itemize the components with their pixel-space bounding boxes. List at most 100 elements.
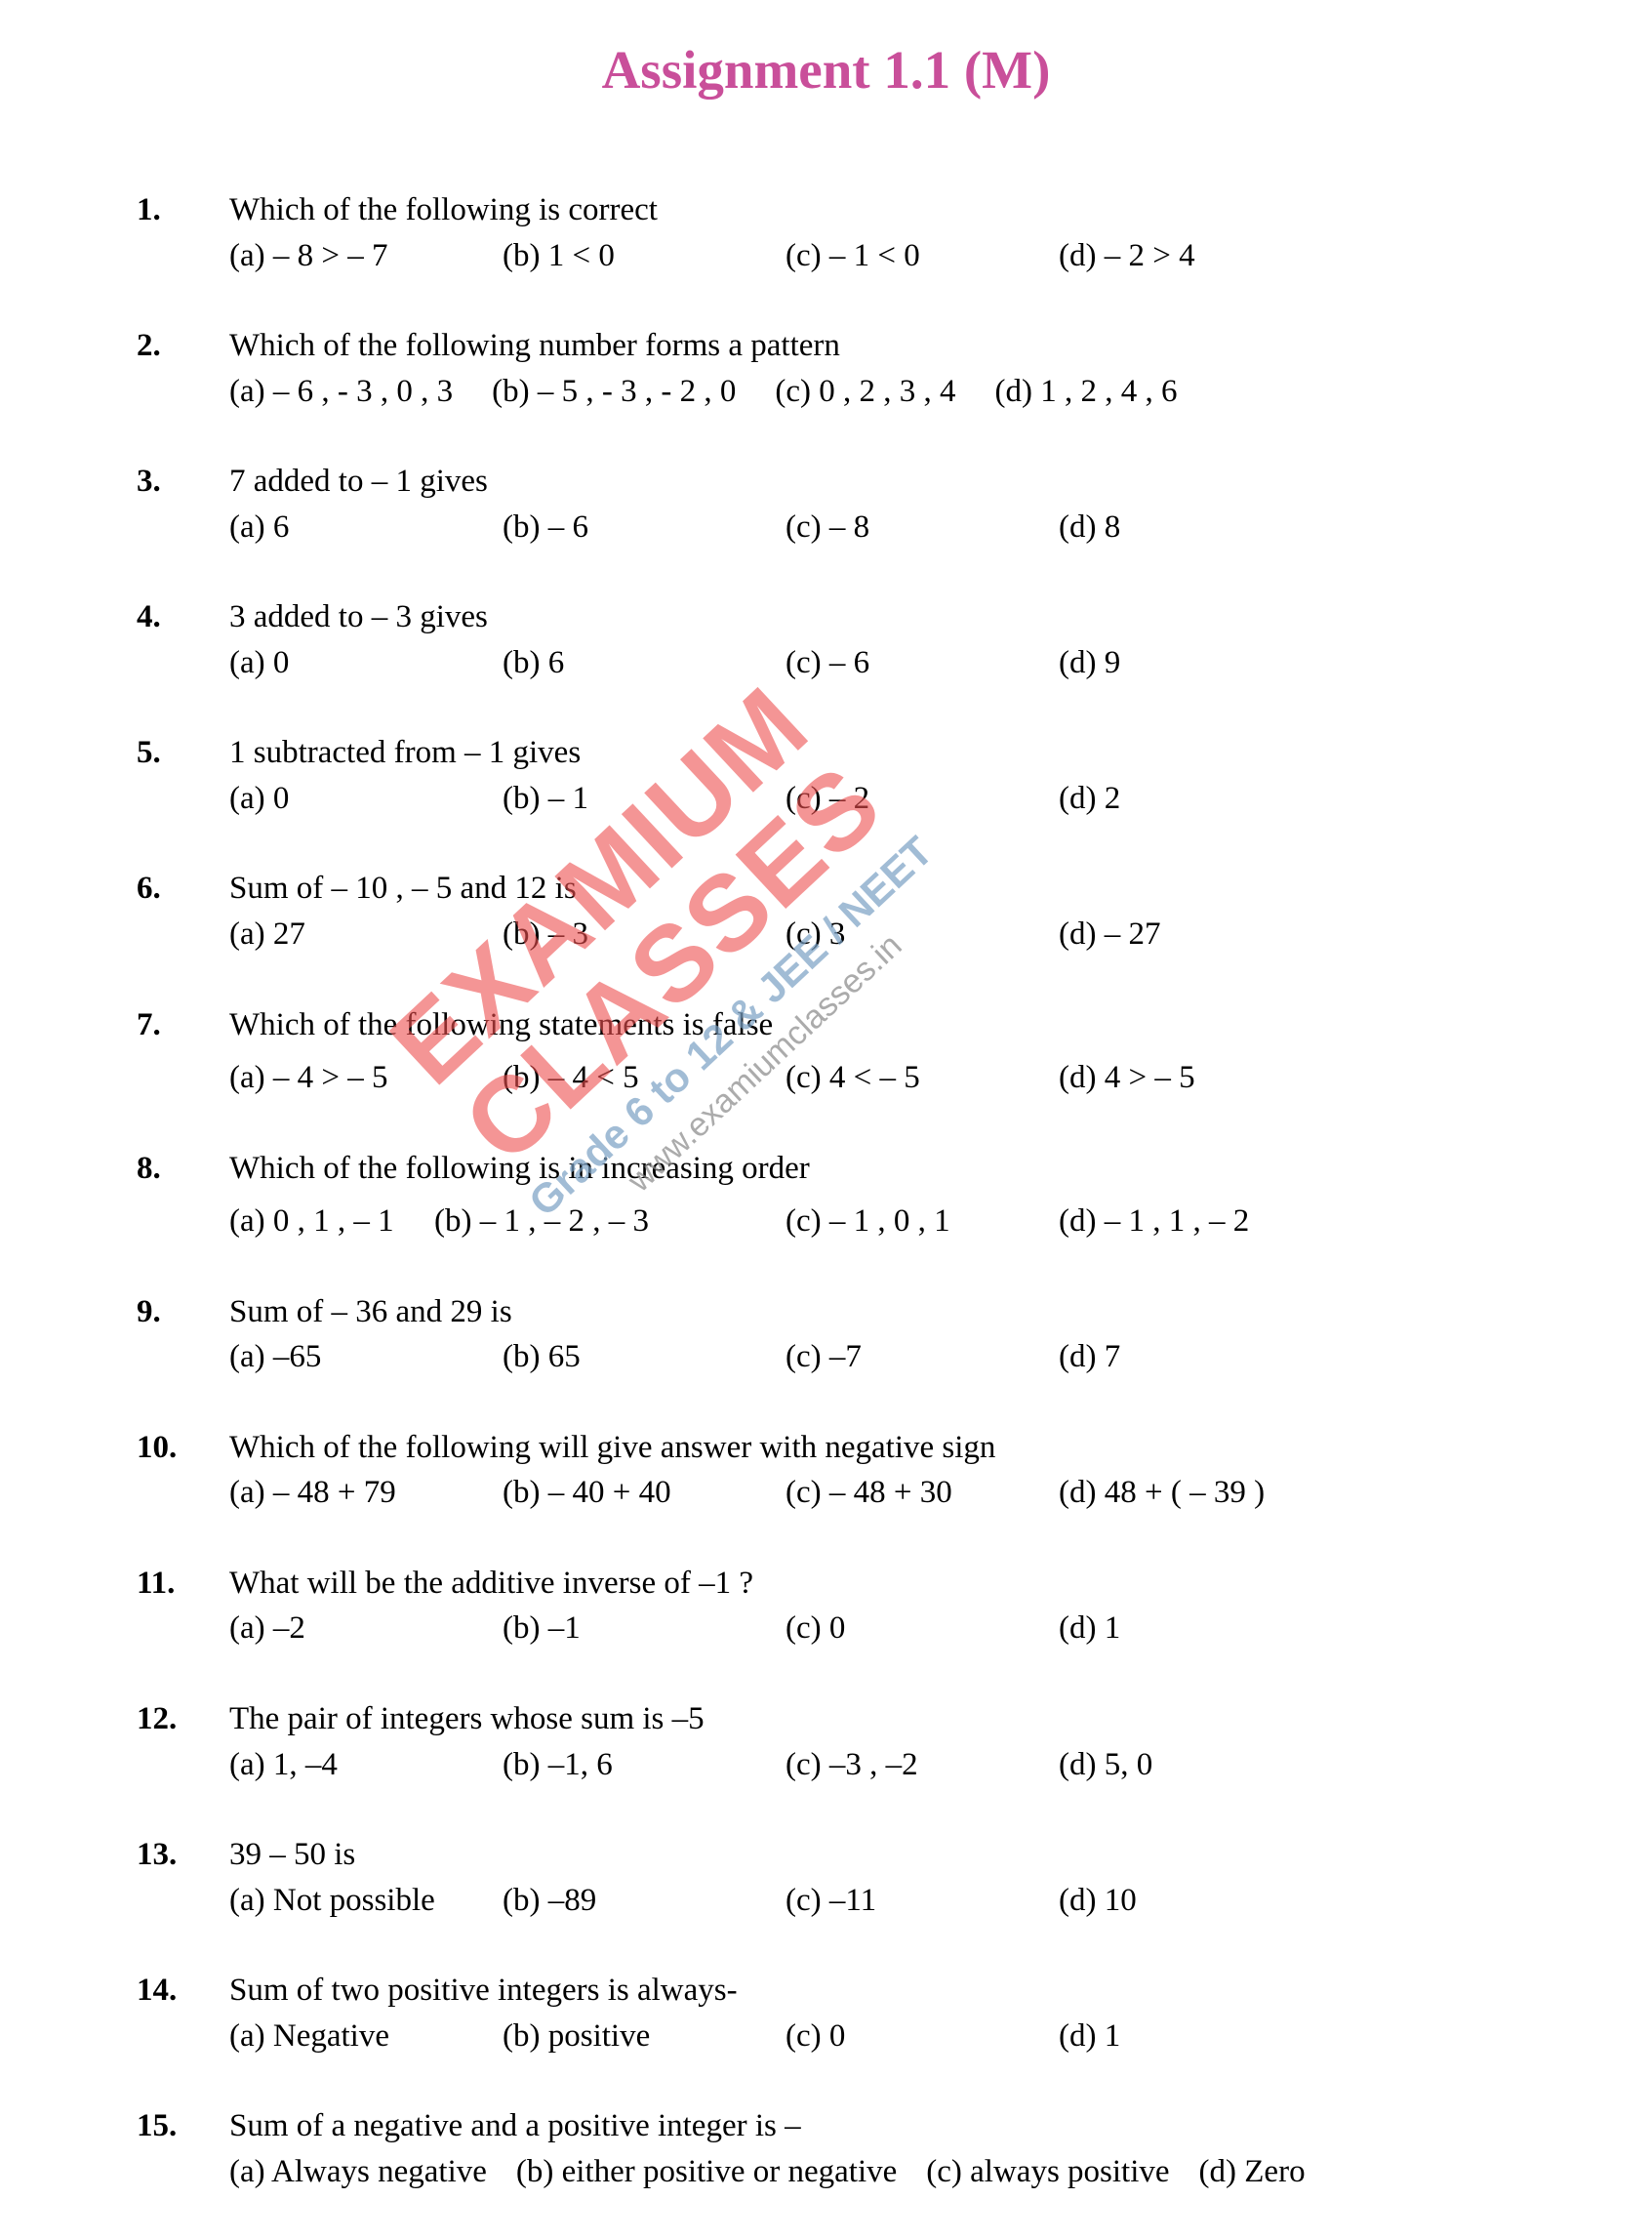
- question-stem: Sum of a negative and a positive integer…: [229, 2104, 1554, 2148]
- question-body: Sum of a negative and a positive integer…: [229, 2104, 1554, 2193]
- option: (a) 0 , 1 , – 1: [229, 1200, 434, 1243]
- question-body: 39 – 50 is(a) Not possible(b) –89(c) –11…: [229, 1833, 1554, 1922]
- option: (d) 7: [1059, 1335, 1120, 1379]
- option: (c) 4 < – 5: [786, 1056, 1059, 1100]
- question-options: (a) 0(b) – 1(c) – 2(d) 2: [229, 777, 1554, 821]
- option: (b) – 4 < 5: [503, 1056, 786, 1100]
- question-number: 13.: [137, 1833, 229, 1877]
- question-stem: Which of the following statements is fal…: [229, 1003, 1554, 1047]
- question-number: 7.: [137, 1003, 229, 1047]
- question-row: 7.Which of the following statements is f…: [137, 1003, 1554, 1100]
- option: (b) – 1 , – 2 , – 3: [434, 1200, 786, 1243]
- option: (b) positive: [503, 2015, 786, 2058]
- page-title: Assignment 1.1 (M): [0, 39, 1652, 101]
- option: (d) 9: [1059, 641, 1120, 685]
- option: (b) 1 < 0: [503, 234, 786, 278]
- question-number: 1.: [137, 188, 229, 232]
- question-row: 2.Which of the following number forms a …: [137, 324, 1554, 413]
- question-options: (a) –65(b) 65(c) –7(d) 7: [229, 1335, 1554, 1379]
- option: (b) 65: [503, 1335, 786, 1379]
- option: (c) – 1 < 0: [786, 234, 1059, 278]
- option: (d) 8: [1059, 506, 1120, 550]
- option: (b) – 6: [503, 506, 786, 550]
- question-number: 8.: [137, 1147, 229, 1191]
- question-stem: The pair of integers whose sum is –5: [229, 1697, 1554, 1741]
- title-text: Assignment 1.1 (M): [602, 40, 1051, 100]
- option: (b) – 1: [503, 777, 786, 821]
- question-stem: 39 – 50 is: [229, 1833, 1554, 1877]
- option: (c) – 2: [786, 777, 1059, 821]
- question-body: The pair of integers whose sum is –5(a) …: [229, 1697, 1554, 1786]
- question-options: (a) Always negative(b) either positive o…: [229, 2150, 1554, 2194]
- option: (a) – 48 + 79: [229, 1471, 503, 1515]
- option: (a) –65: [229, 1335, 503, 1379]
- question-row: 12.The pair of integers whose sum is –5(…: [137, 1697, 1554, 1786]
- question-body: Which of the following statements is fal…: [229, 1003, 1554, 1100]
- option: (b) – 40 + 40: [503, 1471, 786, 1515]
- question-body: 1 subtracted from – 1 gives(a) 0(b) – 1(…: [229, 731, 1554, 820]
- question-stem: What will be the additive inverse of –1 …: [229, 1562, 1554, 1606]
- question-stem: Which of the following will give answer …: [229, 1426, 1554, 1470]
- option: (a) Always negative: [229, 2150, 487, 2194]
- question-stem: Which of the following number forms a pa…: [229, 324, 1554, 368]
- question-row: 1.Which of the following is correct(a) –…: [137, 188, 1554, 277]
- option: (b) 6: [503, 641, 786, 685]
- question-options: (a) – 6 , - 3 , 0 , 3(b) – 5 , - 3 , - 2…: [229, 370, 1554, 414]
- question-body: What will be the additive inverse of –1 …: [229, 1562, 1554, 1650]
- question-number: 15.: [137, 2104, 229, 2148]
- question-stem: Which of the following is correct: [229, 188, 1554, 232]
- option: (a) 0: [229, 777, 503, 821]
- option: (a) –2: [229, 1607, 503, 1650]
- option: (d) 10: [1059, 1879, 1137, 1923]
- question-row: 5.1 subtracted from – 1 gives(a) 0(b) – …: [137, 731, 1554, 820]
- question-number: 11.: [137, 1562, 229, 1606]
- option: (c) 0: [786, 1607, 1059, 1650]
- option: (d) 4 > – 5: [1059, 1056, 1195, 1100]
- option: (a) – 4 > – 5: [229, 1056, 503, 1100]
- question-number: 12.: [137, 1697, 229, 1741]
- question-number: 14.: [137, 1969, 229, 2013]
- option: (b) –1: [503, 1607, 786, 1650]
- question-list: 1.Which of the following is correct(a) –…: [0, 188, 1652, 2193]
- option: (c) –3 , –2: [786, 1743, 1059, 1787]
- option: (a) Not possible: [229, 1879, 503, 1923]
- question-stem: 1 subtracted from – 1 gives: [229, 731, 1554, 775]
- question-number: 10.: [137, 1426, 229, 1470]
- option: (d) 1: [1059, 2015, 1120, 2058]
- question-body: Sum of two positive integers is always-(…: [229, 1969, 1554, 2057]
- question-row: 4.3 added to – 3 gives(a) 0(b) 6(c) – 6(…: [137, 595, 1554, 684]
- option: (c) 3: [786, 913, 1059, 957]
- question-options: (a) 27(b) – 3(c) 3(d) – 27: [229, 913, 1554, 957]
- option: (a) – 6 , - 3 , 0 , 3: [229, 370, 453, 414]
- option: (d) 5, 0: [1059, 1743, 1152, 1787]
- question-row: 9.Sum of – 36 and 29 is(a) –65(b) 65(c) …: [137, 1290, 1554, 1379]
- question-body: Sum of – 36 and 29 is(a) –65(b) 65(c) –7…: [229, 1290, 1554, 1379]
- question-number: 5.: [137, 731, 229, 775]
- option: (d) – 27: [1059, 913, 1160, 957]
- option: (c) – 8: [786, 506, 1059, 550]
- question-body: 3 added to – 3 gives(a) 0(b) 6(c) – 6(d)…: [229, 595, 1554, 684]
- option: (d) – 2 > 4: [1059, 234, 1195, 278]
- option: (d) 1: [1059, 1607, 1120, 1650]
- option: (b) –1, 6: [503, 1743, 786, 1787]
- question-row: 13.39 – 50 is(a) Not possible(b) –89(c) …: [137, 1833, 1554, 1922]
- question-number: 2.: [137, 324, 229, 368]
- question-number: 9.: [137, 1290, 229, 1334]
- question-options: (a) – 4 > – 5(b) – 4 < 5(c) 4 < – 5(d) 4…: [229, 1056, 1554, 1100]
- question-options: (a) – 8 > – 7(b) 1 < 0(c) – 1 < 0(d) – 2…: [229, 234, 1554, 278]
- option: (c) –7: [786, 1335, 1059, 1379]
- question-row: 3.7 added to – 1 gives(a) 6(b) – 6(c) – …: [137, 460, 1554, 549]
- option: (d) 2: [1059, 777, 1120, 821]
- option: (c) 0: [786, 2015, 1059, 2058]
- option: (a) – 8 > – 7: [229, 234, 503, 278]
- question-body: Which of the following will give answer …: [229, 1426, 1554, 1515]
- question-body: 7 added to – 1 gives(a) 6(b) – 6(c) – 8(…: [229, 460, 1554, 549]
- question-options: (a) Not possible(b) –89(c) –11 (d) 10: [229, 1879, 1554, 1923]
- option: (d) – 1 , 1 , – 2: [1059, 1200, 1249, 1243]
- option: (a) Negative: [229, 2015, 503, 2058]
- question-row: 10.Which of the following will give answ…: [137, 1426, 1554, 1515]
- question-body: Sum of – 10 , – 5 and 12 is(a) 27(b) – 3…: [229, 867, 1554, 956]
- question-row: 14.Sum of two positive integers is alway…: [137, 1969, 1554, 2057]
- option: (c) 0 , 2 , 3 , 4: [775, 370, 955, 414]
- question-options: (a) Negative(b) positive(c) 0(d) 1: [229, 2015, 1554, 2058]
